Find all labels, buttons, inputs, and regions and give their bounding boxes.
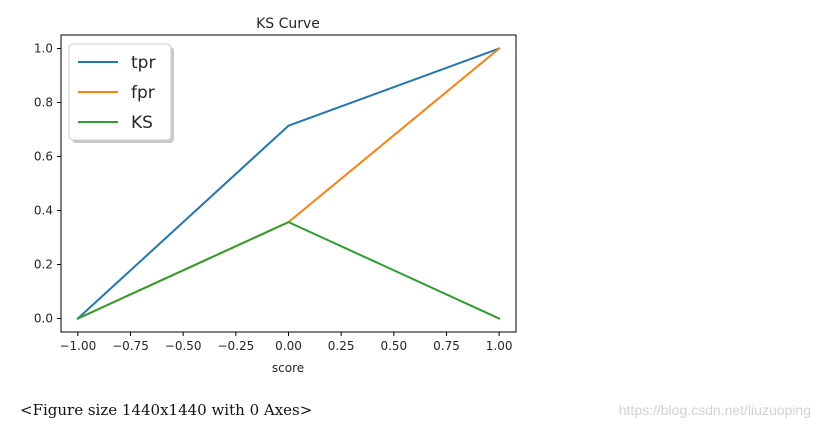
x-tick-label: −0.25 [217,339,254,353]
series-line-tpr [76,47,501,320]
y-axis-ticks: 0.0 0.2 0.4 0.6 0.8 1.0 [34,42,61,326]
x-tick-label: 0.75 [433,339,460,353]
x-tick-label: 0.50 [380,339,407,353]
chart-title: KS Curve [256,16,320,32]
legend-label-ks: KS [131,113,153,133]
y-tick-label: 1.0 [34,42,53,56]
y-tick-label: 0.0 [34,312,53,326]
series-line-ks [76,221,501,320]
y-tick-label: 0.6 [34,150,53,164]
x-axis-ticks: −1.00 −0.75 −0.50 −0.25 0.00 0.25 0.50 0.75 1.00 [59,332,513,353]
x-axis-label: score [272,361,304,375]
y-tick-label: 0.2 [34,258,53,272]
watermark: https://blog.csdn.net/liuzuoping [618,402,811,418]
y-tick-label: 0.4 [34,204,53,218]
x-tick-label: 1.00 [486,339,513,353]
x-tick-label: 0.25 [328,339,355,353]
x-tick-label: −1.00 [59,339,96,353]
legend: tpr fpr KS [68,43,174,143]
plot-lines [76,47,501,320]
legend-box [68,43,172,141]
legend-label-tpr: tpr [131,53,155,73]
figure-caption: <Figure size 1440x1440 with 0 Axes> [20,401,313,419]
x-tick-label: 0.00 [275,339,302,353]
y-tick-label: 0.8 [34,96,53,110]
legend-label-fpr: fpr [131,83,155,103]
ks-curve-chart: KS Curve −1.00 −0.75 −0.50 −0.25 0.00 0.25 0.5… [34,16,517,375]
x-tick-label: −0.50 [165,339,202,353]
x-tick-label: −0.75 [112,339,149,353]
